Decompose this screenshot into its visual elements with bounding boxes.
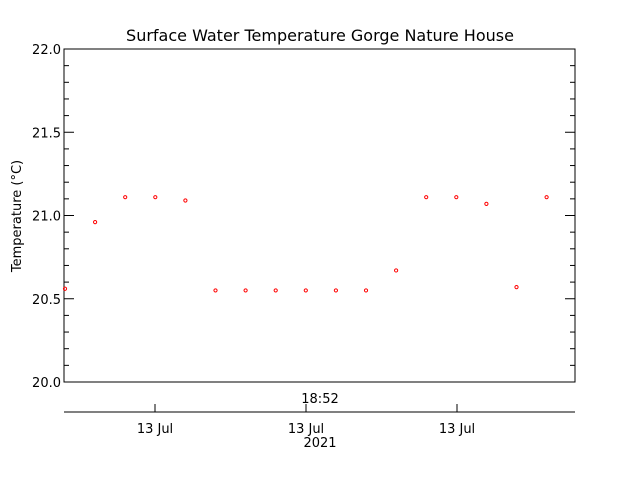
data-point — [243, 288, 248, 293]
date-tick-label: 13 Jul — [439, 422, 475, 437]
data-point — [514, 284, 519, 290]
data-point — [273, 288, 278, 293]
data-point — [303, 288, 308, 293]
year-label: 2021 — [303, 436, 336, 451]
date-tick-label: 13 Jul — [137, 422, 173, 437]
data-point — [183, 198, 188, 203]
data-point — [544, 195, 549, 200]
y-tick-label: 20.5 — [32, 293, 61, 308]
data-point — [424, 195, 429, 200]
y-axis-tick-labels: 20.0 20.5 21.0 21.5 22.0 — [32, 43, 61, 391]
data-point — [123, 195, 128, 200]
y-tick-label: 22.0 — [32, 43, 61, 58]
y-tick-label: 21.5 — [32, 126, 61, 141]
chart-title: Surface Water Temperature Gorge Nature H… — [126, 26, 514, 45]
data-point — [153, 195, 158, 200]
x-axis-date-ticks — [154, 404, 458, 412]
y-tick-label: 21.0 — [32, 210, 61, 225]
data-point — [484, 201, 489, 206]
data-points — [62, 195, 549, 293]
data-point — [93, 220, 98, 225]
y-tick-label: 20.0 — [32, 376, 61, 391]
data-point — [363, 288, 369, 293]
y-axis-ticks — [64, 48, 575, 383]
x-axis-time-label: 18:52 — [301, 392, 338, 407]
data-point — [394, 268, 399, 273]
data-point — [333, 288, 338, 293]
date-tick-label: 13 Jul — [288, 422, 324, 437]
y-axis-label: Temperature (°C) — [10, 160, 25, 273]
data-point — [62, 286, 68, 291]
plot-area-frame — [63, 48, 576, 383]
data-point — [454, 195, 459, 200]
data-point — [213, 288, 218, 293]
